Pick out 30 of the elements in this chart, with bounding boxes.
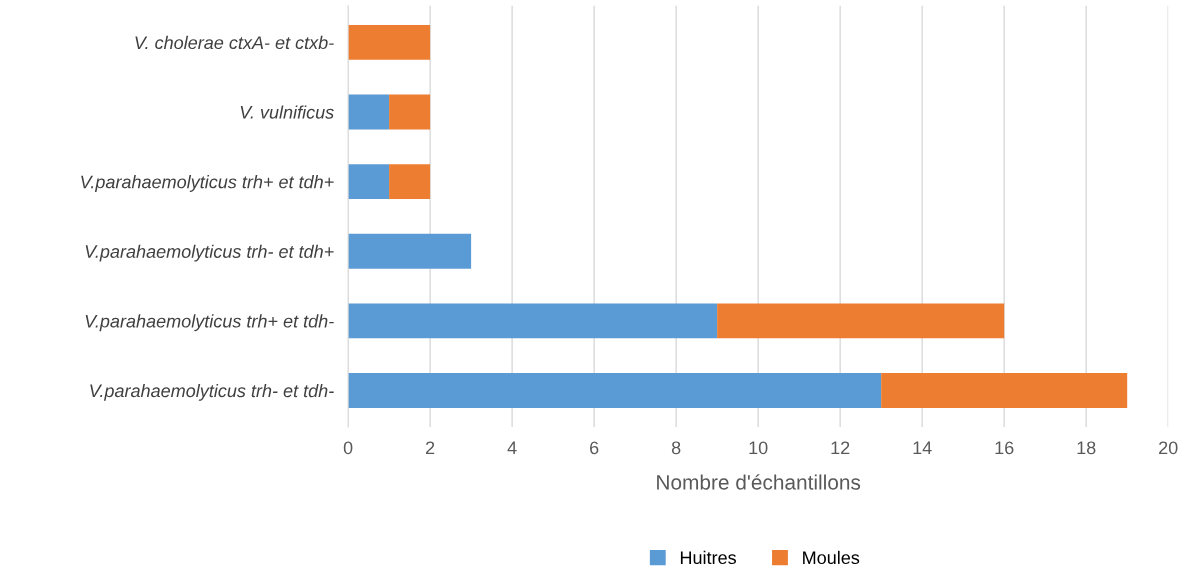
x-tick-label: 6 (590, 441, 599, 455)
bar (348, 24, 431, 60)
bar (348, 303, 718, 339)
x-tick-label: 10 (749, 441, 768, 455)
x-axis-title: Nombre d'échantillons (657, 474, 861, 490)
y-tick-label: V. cholerae ctxA- et ctxb- (135, 35, 334, 50)
y-tick-label: V.parahaemolyticus trh+ et tdh+ (81, 175, 334, 192)
x-tick-label: 4 (507, 441, 517, 455)
legend-label: Huitres (680, 550, 736, 565)
bar (717, 303, 1005, 339)
x-tick-label: 18 (1077, 441, 1096, 455)
x-tick-label: 14 (913, 441, 932, 455)
x-tick-label: 12 (831, 441, 850, 455)
legend-label: Moules (803, 550, 860, 565)
y-tick-label: V.parahaemolyticus trh- et tdh- (90, 383, 334, 401)
bar (389, 164, 431, 200)
y-tick-label: V.parahaemolyticus trh+ et tdh- (85, 314, 334, 332)
bar (348, 233, 472, 269)
bar (348, 373, 882, 408)
bar (348, 94, 390, 130)
bar (881, 373, 1128, 408)
bar (348, 164, 390, 200)
x-tick-label: 0 (343, 441, 353, 455)
y-tick-label: V.parahaemolyticus trh- et tdh+ (85, 244, 334, 262)
x-tick-label: 20 (1159, 441, 1178, 455)
y-tick-label: V. vulnificus (240, 105, 334, 119)
x-tick-label: 2 (426, 441, 435, 455)
x-tick-label: 16 (995, 441, 1014, 455)
x-tick-label: 8 (671, 441, 681, 455)
bar (389, 94, 431, 130)
